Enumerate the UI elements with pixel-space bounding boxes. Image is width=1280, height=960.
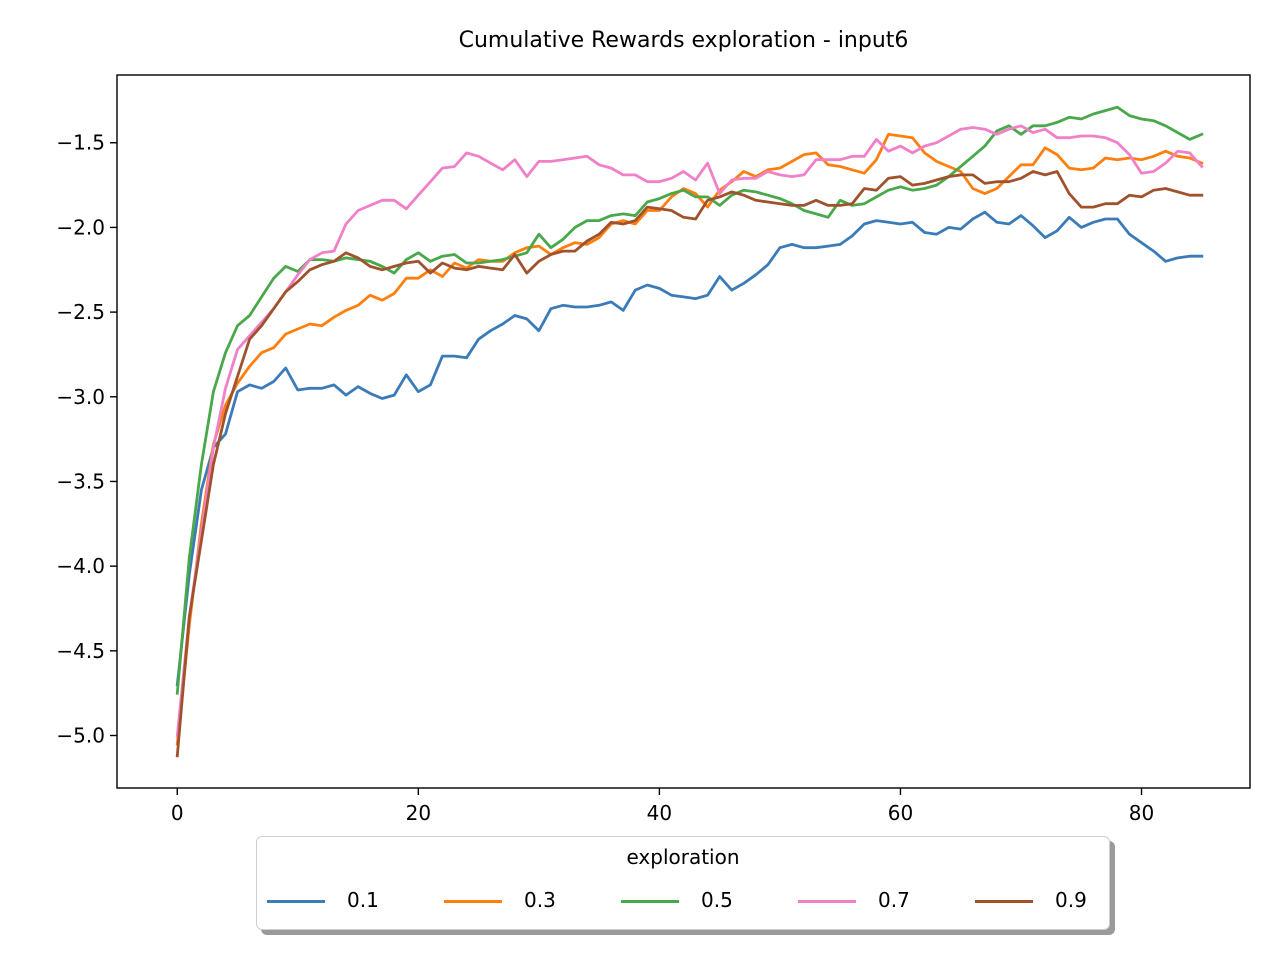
y-tick-label: −4.0 xyxy=(56,554,105,578)
series-line-0.3 xyxy=(175,132,1204,746)
legend-swatch xyxy=(975,900,1033,903)
series-line-0.7 xyxy=(175,124,1204,738)
y-tick-label: −1.5 xyxy=(56,131,105,155)
x-tick-label: 40 xyxy=(647,801,672,825)
y-tick-label: −2.5 xyxy=(56,300,105,324)
legend-label: 0.3 xyxy=(524,888,556,912)
legend-swatch xyxy=(444,900,502,903)
x-tick-label: 0 xyxy=(171,801,184,825)
legend-label: 0.1 xyxy=(347,888,379,912)
legend-label: 0.7 xyxy=(878,888,910,912)
y-tick-label: −3.0 xyxy=(56,385,105,409)
series-line-0.1 xyxy=(175,210,1204,687)
series-line-0.9 xyxy=(175,170,1204,758)
x-tick-label: 60 xyxy=(888,801,913,825)
legend-items: 0.1 0.3 0.5 0.7 0.9 xyxy=(267,885,1109,917)
legend-swatch xyxy=(621,900,679,903)
series-line-0.5 xyxy=(175,105,1204,695)
x-tick-label: 20 xyxy=(406,801,431,825)
x-tick-label: 80 xyxy=(1129,801,1154,825)
y-tick-label: −2.0 xyxy=(56,215,105,239)
series-lines xyxy=(175,105,1204,758)
legend-label: 0.5 xyxy=(701,888,733,912)
chart-title: Cumulative Rewards exploration - input6 xyxy=(458,28,909,53)
legend-swatch xyxy=(267,900,325,903)
y-axis: −5.0 −4.5 −4.0 −3.5 −3.0 −2.5 −2.0 −1.5 xyxy=(56,131,117,747)
legend-title: exploration xyxy=(626,845,740,869)
x-axis: 0 20 40 60 80 xyxy=(171,788,1154,825)
legend-swatch xyxy=(798,900,856,903)
y-tick-label: −4.5 xyxy=(56,639,105,663)
plot-frame xyxy=(116,74,1251,789)
y-tick-label: −3.5 xyxy=(56,469,105,493)
legend: exploration 0.1 0.3 0.5 0.7 0.9 xyxy=(256,836,1110,930)
legend-label: 0.9 xyxy=(1055,888,1087,912)
y-tick-label: −5.0 xyxy=(56,723,105,747)
